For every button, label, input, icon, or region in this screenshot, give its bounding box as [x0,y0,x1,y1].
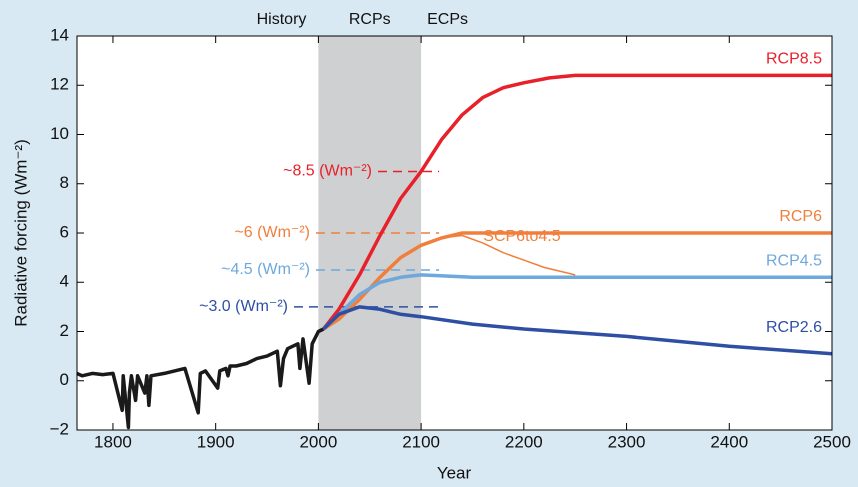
x-tick-label: 2000 [299,432,337,451]
period-label: History [257,11,307,28]
series-label: RCP8.5 [766,51,822,68]
series-line [420,234,576,276]
series-label: RCP6 [779,208,822,225]
reference-label: ~3.0 (Wm⁻²) [199,298,288,315]
x-tick-label: 2400 [710,432,748,451]
x-tick-label: 2100 [402,432,440,451]
period-label: ECPs [427,11,468,28]
plot-frame [76,35,833,431]
y-tick-label: 14 [50,25,69,44]
x-tick-label: 1900 [197,432,235,451]
series-label: RCP2.6 [766,319,822,336]
x-tick-label: 1800 [94,432,132,451]
period-label: RCPs [349,11,391,28]
y-tick-label: 4 [60,272,69,291]
y-tick-label: 0 [60,370,69,389]
reference-label: ~8.5 (Wm⁻²) [283,163,372,180]
x-axis-label: Year [437,463,472,482]
reference-label: ~4.5 (Wm⁻²) [221,261,310,278]
x-tick-label: 2200 [505,432,543,451]
y-axis-label: Radiative forcing (Wm⁻²) [11,139,30,327]
y-tick-label: 8 [60,173,69,192]
x-tick-label: 2300 [608,432,646,451]
y-tick-label: 2 [60,321,69,340]
reference-label: ~6 (Wm⁻²) [234,224,310,241]
series-line [76,327,325,430]
y-tick-label: 12 [50,75,69,94]
series-line [322,73,832,331]
series-label: SCP6to4.5 [483,228,560,245]
y-tick-label: 10 [50,124,69,143]
series-label: RCP4.5 [766,253,822,270]
x-tick-label: 2500 [813,432,851,451]
series-line [322,305,833,356]
y-tick-label: 6 [60,222,69,241]
y-tick-label: −2 [50,419,69,438]
series-line [322,273,832,331]
